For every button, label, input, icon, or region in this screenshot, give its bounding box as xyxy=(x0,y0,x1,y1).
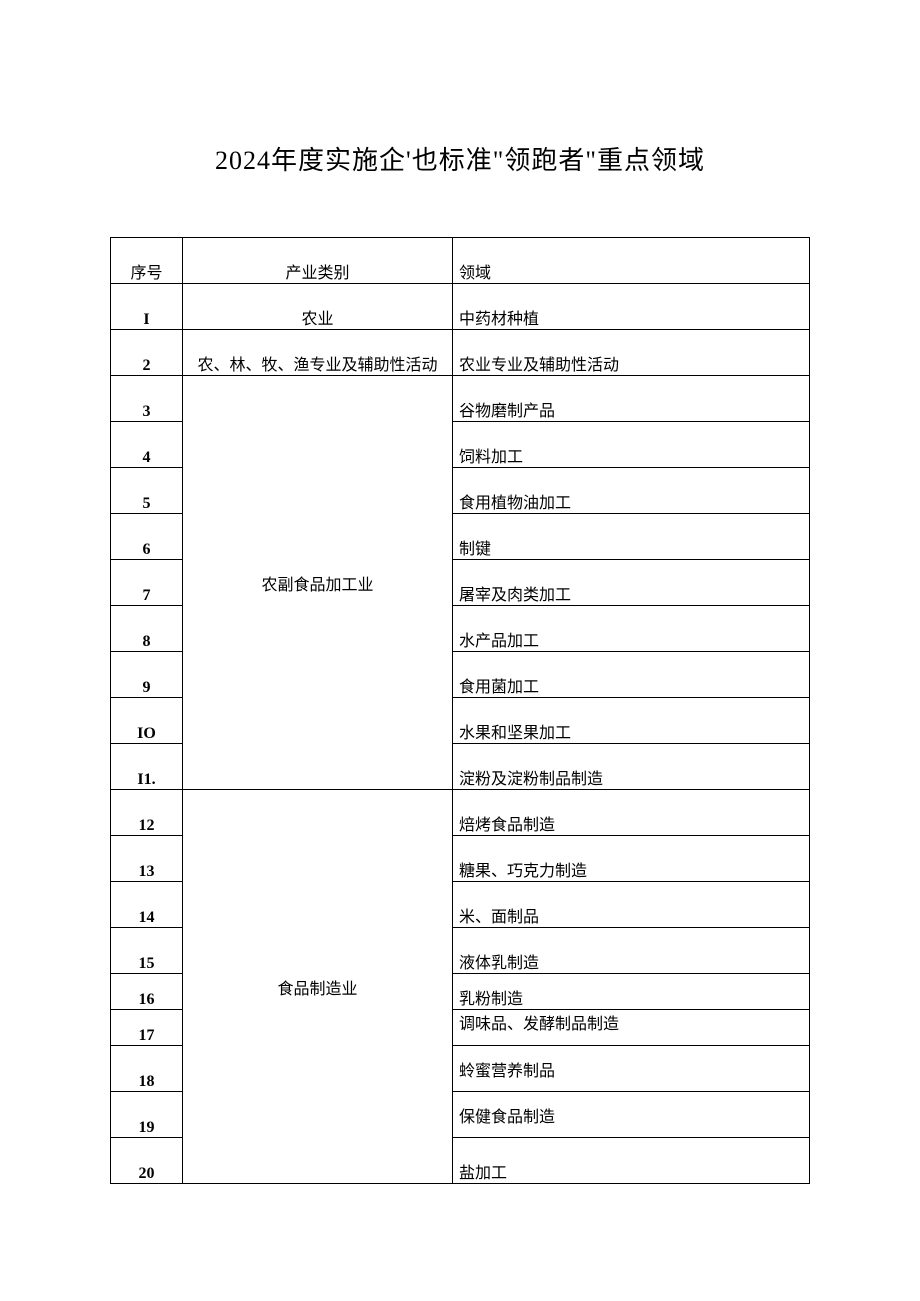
cell-domain: 食用菌加工 xyxy=(453,652,810,698)
header-category: 产业类别 xyxy=(183,238,453,284)
table-row: 3 农副食品加工业 谷物磨制产品 xyxy=(111,376,810,422)
cell-seq: 19 xyxy=(111,1092,183,1138)
cell-domain: 盐加工 xyxy=(453,1138,810,1184)
cell-domain: 调味品、发酵制品制造 xyxy=(453,1010,810,1046)
cell-category: 食品制造业 xyxy=(183,790,453,1184)
table-row: 12 食品制造业 焙烤食品制造 xyxy=(111,790,810,836)
cell-seq: 9 xyxy=(111,652,183,698)
cell-seq: 8 xyxy=(111,606,183,652)
table-row: 2 农、林、牧、渔专业及辅助性活动 农业专业及辅助性活动 xyxy=(111,330,810,376)
cell-seq: 15 xyxy=(111,928,183,974)
cell-seq: 6 xyxy=(111,514,183,560)
cell-domain: 米、面制品 xyxy=(453,882,810,928)
cell-domain: 水产品加工 xyxy=(453,606,810,652)
cell-domain: 液体乳制造 xyxy=(453,928,810,974)
cell-domain: 饲料加工 xyxy=(453,422,810,468)
cell-domain: 乳粉制造 xyxy=(453,974,810,1010)
header-seq: 序号 xyxy=(111,238,183,284)
table-header-row: 序号 产业类别 领域 xyxy=(111,238,810,284)
cell-domain: 保健食品制造 xyxy=(453,1092,810,1138)
table-row: I 农业 中药材种植 xyxy=(111,284,810,330)
cell-domain: 农业专业及辅助性活动 xyxy=(453,330,810,376)
cell-seq: 5 xyxy=(111,468,183,514)
cell-seq: 18 xyxy=(111,1046,183,1092)
table-body: I 农业 中药材种植 2 农、林、牧、渔专业及辅助性活动 农业专业及辅助性活动 … xyxy=(111,284,810,1184)
cell-category: 农副食品加工业 xyxy=(183,376,453,790)
cell-seq: 7 xyxy=(111,560,183,606)
cell-seq: 3 xyxy=(111,376,183,422)
cell-domain: 蛉蜜营养制品 xyxy=(453,1046,810,1092)
cell-seq: 16 xyxy=(111,974,183,1010)
cell-category: 农、林、牧、渔专业及辅助性活动 xyxy=(183,330,453,376)
cell-seq: IO xyxy=(111,698,183,744)
cell-seq: 2 xyxy=(111,330,183,376)
cell-seq: I1. xyxy=(111,744,183,790)
cell-domain: 谷物磨制产品 xyxy=(453,376,810,422)
cell-seq: 14 xyxy=(111,882,183,928)
cell-domain: 水果和坚果加工 xyxy=(453,698,810,744)
cell-seq: I xyxy=(111,284,183,330)
cell-seq: 20 xyxy=(111,1138,183,1184)
cell-domain: 中药材种植 xyxy=(453,284,810,330)
cell-domain: 焙烤食品制造 xyxy=(453,790,810,836)
cell-seq: 13 xyxy=(111,836,183,882)
cell-category: 农业 xyxy=(183,284,453,330)
domain-table: 序号 产业类别 领域 I 农业 中药材种植 2 农、林、牧、渔专业及辅助性活动 … xyxy=(110,237,810,1184)
page-title: 2024年度实施企'也标准"领跑者"重点领域 xyxy=(110,140,810,177)
cell-domain: 糖果、巧克力制造 xyxy=(453,836,810,882)
cell-seq: 4 xyxy=(111,422,183,468)
cell-domain: 淀粉及淀粉制品制造 xyxy=(453,744,810,790)
cell-domain: 屠宰及肉类加工 xyxy=(453,560,810,606)
cell-seq: 12 xyxy=(111,790,183,836)
header-domain: 领域 xyxy=(453,238,810,284)
cell-seq: 17 xyxy=(111,1010,183,1046)
cell-domain: 食用植物油加工 xyxy=(453,468,810,514)
cell-domain: 制键 xyxy=(453,514,810,560)
